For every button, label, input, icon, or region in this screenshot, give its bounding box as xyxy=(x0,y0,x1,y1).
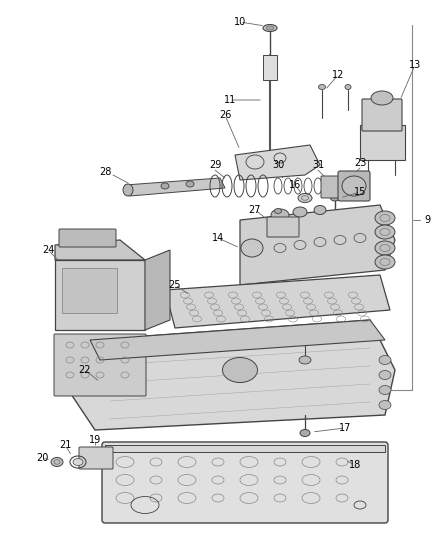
Text: 30: 30 xyxy=(271,160,283,170)
Polygon shape xyxy=(165,275,389,328)
Ellipse shape xyxy=(344,85,350,90)
Text: 31: 31 xyxy=(311,160,323,170)
Ellipse shape xyxy=(378,400,390,409)
Ellipse shape xyxy=(374,255,394,269)
Text: 29: 29 xyxy=(208,160,221,170)
Polygon shape xyxy=(105,445,384,452)
FancyBboxPatch shape xyxy=(320,176,340,198)
Text: 11: 11 xyxy=(223,95,236,105)
Text: 25: 25 xyxy=(168,280,181,290)
Ellipse shape xyxy=(299,430,309,437)
Polygon shape xyxy=(65,320,394,430)
Text: 28: 28 xyxy=(99,167,111,177)
FancyBboxPatch shape xyxy=(54,334,146,396)
Ellipse shape xyxy=(297,193,311,203)
FancyBboxPatch shape xyxy=(337,171,369,201)
Ellipse shape xyxy=(378,385,390,394)
FancyBboxPatch shape xyxy=(79,447,113,469)
Text: 14: 14 xyxy=(212,233,224,243)
Bar xyxy=(62,268,117,313)
Ellipse shape xyxy=(298,356,310,364)
Polygon shape xyxy=(55,240,145,260)
Ellipse shape xyxy=(370,91,392,105)
Text: 22: 22 xyxy=(78,365,91,375)
FancyBboxPatch shape xyxy=(59,229,116,247)
Ellipse shape xyxy=(186,181,194,187)
Ellipse shape xyxy=(262,25,276,31)
Ellipse shape xyxy=(374,211,394,225)
Polygon shape xyxy=(125,178,225,196)
Ellipse shape xyxy=(378,356,390,365)
FancyBboxPatch shape xyxy=(102,442,387,523)
Polygon shape xyxy=(234,145,319,180)
Ellipse shape xyxy=(265,26,273,30)
Ellipse shape xyxy=(374,225,394,239)
Ellipse shape xyxy=(240,239,262,257)
Polygon shape xyxy=(359,125,404,160)
Text: 23: 23 xyxy=(353,158,365,168)
Text: 20: 20 xyxy=(36,453,48,463)
Ellipse shape xyxy=(51,457,63,466)
Ellipse shape xyxy=(222,358,257,383)
Text: 9: 9 xyxy=(423,215,429,225)
Text: 24: 24 xyxy=(42,245,54,255)
Polygon shape xyxy=(55,260,145,330)
Ellipse shape xyxy=(313,206,325,214)
Ellipse shape xyxy=(274,208,281,214)
Text: 26: 26 xyxy=(218,110,231,120)
Text: 19: 19 xyxy=(88,435,101,445)
Ellipse shape xyxy=(292,207,306,217)
Ellipse shape xyxy=(161,183,169,189)
Text: 18: 18 xyxy=(348,460,360,470)
Polygon shape xyxy=(145,250,170,330)
Polygon shape xyxy=(240,205,394,285)
FancyBboxPatch shape xyxy=(266,217,298,237)
Ellipse shape xyxy=(330,195,339,201)
Text: 10: 10 xyxy=(233,17,246,27)
Text: 13: 13 xyxy=(408,60,420,70)
Text: 17: 17 xyxy=(338,423,350,433)
Text: 15: 15 xyxy=(353,187,365,197)
Ellipse shape xyxy=(270,209,288,221)
Ellipse shape xyxy=(378,370,390,379)
Polygon shape xyxy=(90,320,384,360)
Text: 27: 27 xyxy=(248,205,261,215)
Ellipse shape xyxy=(123,184,133,196)
Text: 21: 21 xyxy=(59,440,71,450)
Text: 16: 16 xyxy=(288,180,300,190)
FancyBboxPatch shape xyxy=(361,99,401,131)
Bar xyxy=(262,55,276,80)
Text: 12: 12 xyxy=(331,70,343,80)
Ellipse shape xyxy=(318,85,325,90)
Ellipse shape xyxy=(341,176,365,196)
Ellipse shape xyxy=(374,241,394,255)
Ellipse shape xyxy=(73,458,83,465)
